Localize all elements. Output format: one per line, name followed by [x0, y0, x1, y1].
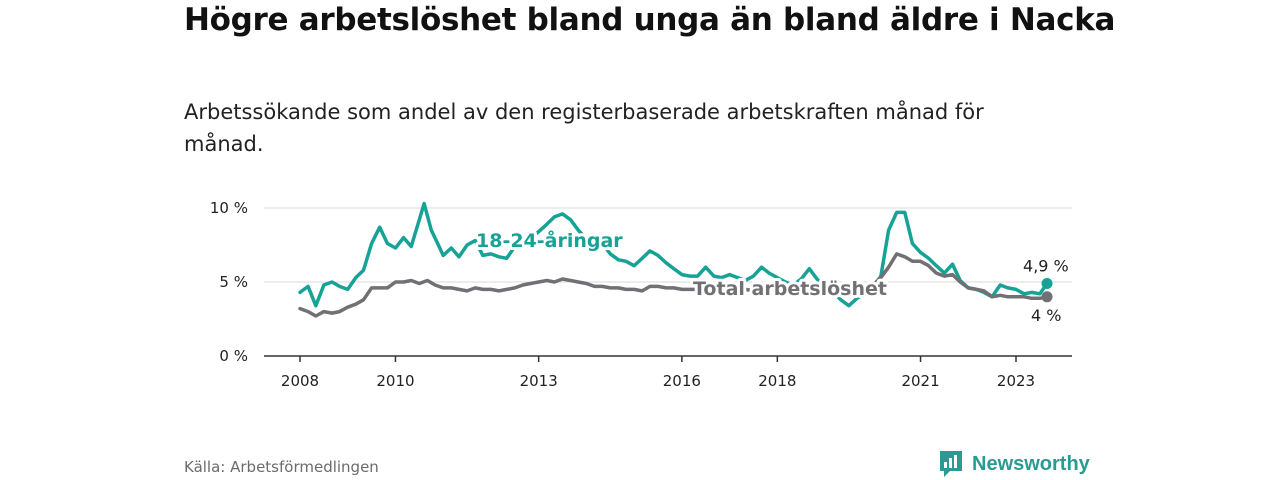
- grid-layer: [264, 207, 1072, 362]
- chart-title: Högre arbetslöshet bland unga än bland ä…: [184, 2, 1116, 38]
- x-tick-label: 2010: [376, 372, 414, 390]
- source-note: Källa: Arbetsförmedlingen: [184, 458, 379, 476]
- series-label-total-halo: Total arbetslöshet: [693, 278, 887, 300]
- end-point-total: [1041, 291, 1053, 303]
- x-tick-label: 2018: [758, 372, 796, 390]
- end-label-total: 4 %: [1031, 306, 1061, 325]
- series-label-youth: 18-24-åringar: [476, 228, 623, 252]
- x-tick-label: 2013: [520, 372, 558, 390]
- series-label-youth-halo: 18-24-åringar: [476, 228, 623, 252]
- series-line-total: [298, 252, 1049, 318]
- x-tick-label: 2016: [663, 372, 701, 390]
- brand-name: Newsworthy: [972, 452, 1090, 475]
- end-label-youth: 4,9 %: [1023, 256, 1069, 275]
- brand-logo: Newsworthy: [938, 449, 1090, 479]
- x-tick-label: 2021: [901, 372, 939, 390]
- series-line-youth: [298, 201, 1049, 308]
- series-label-total: Total arbetslöshet: [693, 278, 887, 300]
- end-point-youth: [1041, 277, 1053, 289]
- series-layer: [298, 201, 1053, 318]
- y-tick-label: 0 %: [219, 347, 248, 365]
- x-tick-label: 2023: [997, 372, 1035, 390]
- newsworthy-logo-icon: [940, 451, 962, 477]
- chart-subtitle: Arbetssökande som andel av den registerb…: [184, 100, 984, 156]
- x-tick-label: 2008: [281, 372, 319, 390]
- y-tick-label: 5 %: [219, 273, 248, 291]
- label-layer: 0 % 5 % 10 % 2008 2010 2013 2016 2018 2021 2023 18…: [210, 199, 1069, 390]
- y-tick-label: 10 %: [210, 199, 248, 217]
